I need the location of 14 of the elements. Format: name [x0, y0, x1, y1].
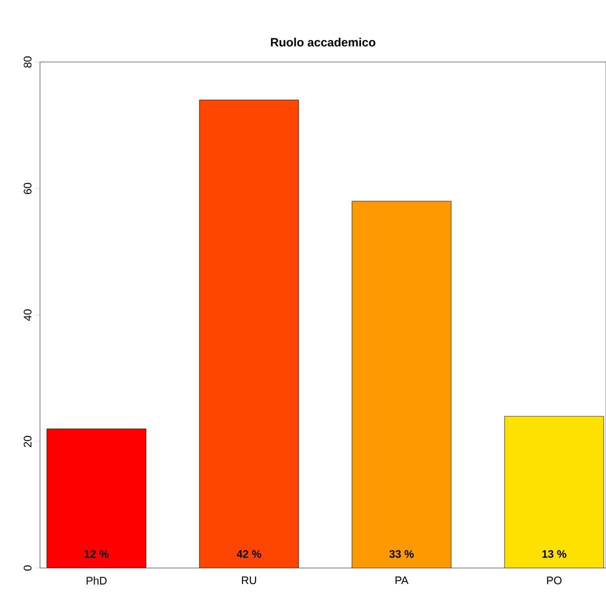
y-tick-label: 80: [24, 56, 32, 68]
y-tick-label: 40: [24, 309, 32, 321]
chart-title: Ruolo accademico: [270, 38, 376, 46]
y-tick-label: 60: [24, 182, 32, 194]
y-tick-label: 20: [24, 436, 32, 448]
x-tick-label: PO: [547, 576, 562, 584]
annotation: 42 %: [236, 550, 262, 558]
y-tick-label: 0: [24, 565, 32, 571]
annotation: 33 %: [389, 550, 414, 558]
x-tick-label: PhD: [86, 576, 107, 584]
annotation: 12 %: [84, 550, 109, 558]
x-tick-label: RU: [242, 576, 256, 584]
x-tick-label: PA: [396, 576, 408, 584]
annotation: 13 %: [542, 550, 566, 558]
